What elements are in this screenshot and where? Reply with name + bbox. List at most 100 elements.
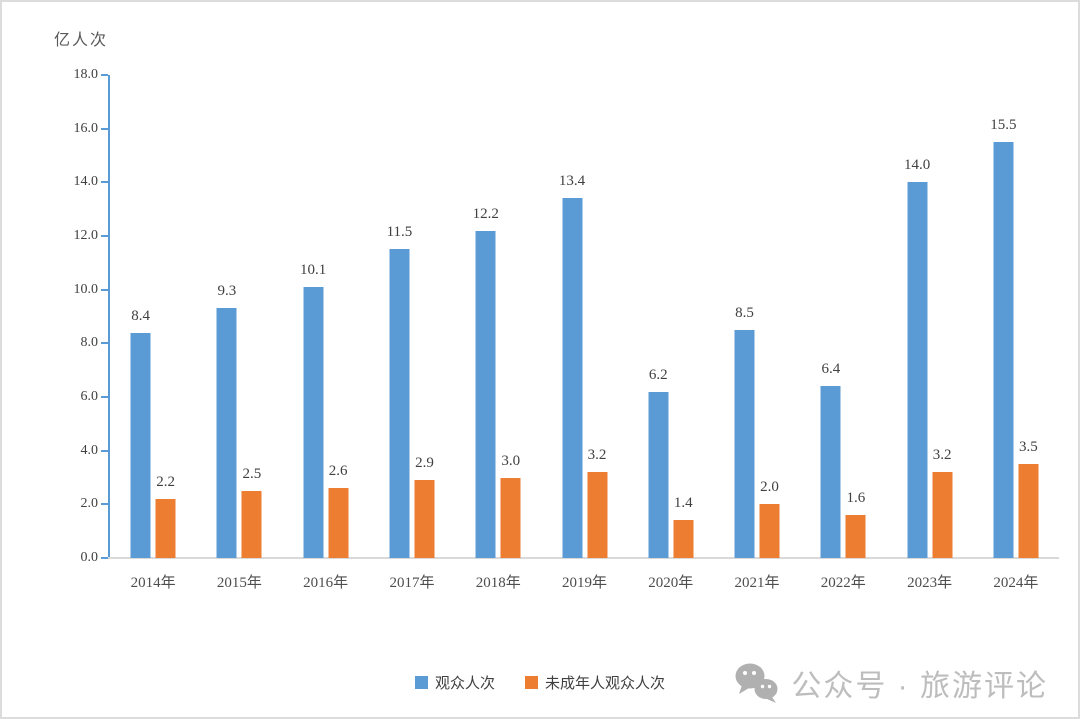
x-tick-label: 2017年 bbox=[389, 575, 435, 591]
y-tick bbox=[101, 557, 108, 559]
bar-minor-audience bbox=[414, 480, 435, 558]
watermark-text: 公众号 · 旅游评论 bbox=[791, 670, 1048, 703]
bar-audience bbox=[993, 142, 1014, 558]
x-tick-label: 2024年 bbox=[993, 575, 1039, 591]
y-tick-label: 4.0 bbox=[80, 442, 99, 458]
legend-label: 未成年人观众人次 bbox=[545, 676, 666, 692]
bar-column-series-0: 15.5 bbox=[990, 75, 1017, 558]
bar-column-series-1: 3.5 bbox=[1018, 75, 1039, 558]
bar-column-series-1: 3.2 bbox=[932, 75, 953, 558]
bar-column-series-0: 8.5 bbox=[734, 75, 755, 558]
x-tick-label: 2019年 bbox=[561, 575, 608, 591]
bar-group: 13.4 3.2 bbox=[558, 75, 607, 558]
y-tick bbox=[101, 74, 108, 76]
y-tick bbox=[101, 234, 108, 237]
y-tick-label: 16.0 bbox=[73, 120, 99, 136]
bar-value-label: 1.4 bbox=[673, 495, 693, 512]
wechat-icon-shapes bbox=[735, 663, 778, 703]
x-tick-label: 2021年 bbox=[734, 575, 780, 591]
legend-swatch bbox=[525, 676, 538, 689]
y-tick-label: 12.0 bbox=[73, 227, 99, 243]
bar-value-label: 12.2 bbox=[472, 205, 499, 222]
bar-value-label: 8.5 bbox=[735, 304, 754, 321]
bar-value-label: 11.5 bbox=[386, 224, 413, 241]
y-tick-label: 2.0 bbox=[80, 496, 99, 512]
bar-minor-audience bbox=[155, 498, 176, 558]
y-tick bbox=[101, 395, 108, 398]
legend-swatch bbox=[414, 676, 428, 689]
bar-value-label: 1.6 bbox=[846, 490, 866, 507]
bar-column-series-0: 6.2 bbox=[648, 75, 669, 558]
y-tick bbox=[101, 449, 108, 452]
y-tick-label: 8.0 bbox=[80, 335, 99, 351]
bar-value-label: 2.9 bbox=[415, 455, 434, 472]
bar-column-series-0: 9.3 bbox=[216, 75, 237, 558]
x-tick-label: 2015年 bbox=[216, 575, 262, 591]
bar-minor-audience bbox=[673, 520, 694, 558]
bar-value-label: 3.2 bbox=[587, 447, 607, 464]
bar-minor-audience bbox=[845, 515, 866, 558]
y-tick bbox=[101, 181, 108, 184]
x-tick-label: 2022年 bbox=[820, 575, 866, 591]
bar-minor-audience bbox=[241, 490, 262, 558]
y-axis-unit-label: 亿人次 bbox=[54, 32, 109, 49]
y-tick bbox=[101, 503, 108, 506]
plot-area: 8.4 2.2 2014年 9.3 2.5 2015年 10.1 2.6 2016年 11.5 2.… bbox=[101, 74, 1059, 591]
bar-column-series-1: 2.0 bbox=[759, 75, 780, 558]
bar-value-label: 15.5 bbox=[990, 117, 1017, 134]
legend-item-series-0: 观众人次 bbox=[414, 672, 495, 693]
bar-column-series-0: 11.5 bbox=[387, 75, 412, 558]
bar-value-label: 3.0 bbox=[501, 452, 521, 469]
bar-column-series-1: 3.2 bbox=[587, 75, 607, 558]
bar-audience bbox=[389, 249, 410, 558]
bar-value-label: 10.1 bbox=[300, 261, 327, 278]
bar-column-series-1: 1.6 bbox=[845, 75, 866, 558]
bar-group: 12.2 3.0 bbox=[472, 75, 521, 558]
y-tick bbox=[101, 342, 108, 345]
bar-value-label: 8.4 bbox=[131, 307, 150, 324]
bar-value-label: 6.2 bbox=[648, 366, 668, 383]
bar-group: 6.2 1.4 bbox=[648, 75, 694, 558]
bar-column-series-1: 2.2 bbox=[155, 75, 176, 558]
bar-column-series-0: 12.2 bbox=[472, 75, 499, 558]
bar-group: 15.5 3.5 bbox=[990, 75, 1039, 558]
x-tick-label: 2023年 bbox=[907, 575, 953, 591]
x-axis-line bbox=[108, 557, 1059, 559]
y-axis-labels: 18.0 16.0 14.0 12.0 10.0 8.0 6.0 4.0 2.0 0.0 bbox=[26, 67, 99, 565]
bar-audience bbox=[734, 329, 755, 558]
y-tick-label: 6.0 bbox=[80, 388, 99, 404]
bar-value-label: 9.3 bbox=[217, 283, 237, 300]
bar-audience bbox=[648, 391, 669, 558]
bar-column-series-1: 1.4 bbox=[673, 75, 694, 558]
y-tick-label: 18.0 bbox=[73, 67, 99, 82]
bar-group: 6.4 1.6 bbox=[820, 75, 866, 558]
bar-minor-audience bbox=[1018, 464, 1039, 558]
bar-column-series-1: 3.0 bbox=[500, 75, 521, 558]
bar-group: 8.4 2.2 bbox=[130, 75, 176, 558]
bar-column-series-1: 2.9 bbox=[414, 75, 435, 558]
bar-value-label: 14.0 bbox=[903, 157, 931, 174]
y-tick bbox=[101, 127, 108, 130]
y-tick-label: 14.0 bbox=[73, 174, 99, 190]
bar-audience bbox=[475, 230, 496, 558]
bar-column-series-1: 2.6 bbox=[328, 75, 349, 558]
bar-value-label: 13.4 bbox=[558, 173, 586, 190]
bar-column-series-0: 13.4 bbox=[558, 75, 586, 558]
legend: 观众人次 未成年人观众人次 bbox=[2, 672, 1078, 693]
legend-item-series-1: 未成年人观众人次 bbox=[525, 672, 665, 693]
bar-group: 14.0 3.2 bbox=[903, 75, 953, 558]
watermark: 公众号 · 旅游评论 bbox=[734, 661, 1048, 705]
y-tick-label: 10.0 bbox=[73, 281, 99, 297]
legend-label: 观众人次 bbox=[434, 676, 495, 692]
bar-group: 8.5 2.0 bbox=[734, 75, 780, 558]
y-tick-label: 0.0 bbox=[80, 550, 99, 565]
bar-value-label: 3.5 bbox=[1018, 439, 1038, 456]
x-tick-label: 2020年 bbox=[648, 575, 694, 591]
bar-value-label: 2.5 bbox=[242, 465, 262, 482]
bar-column-series-0: 14.0 bbox=[903, 75, 931, 558]
bar-audience bbox=[130, 332, 151, 558]
bar-audience bbox=[562, 198, 582, 558]
bar-group: 9.3 2.5 bbox=[216, 75, 262, 558]
bar-audience bbox=[303, 286, 324, 558]
